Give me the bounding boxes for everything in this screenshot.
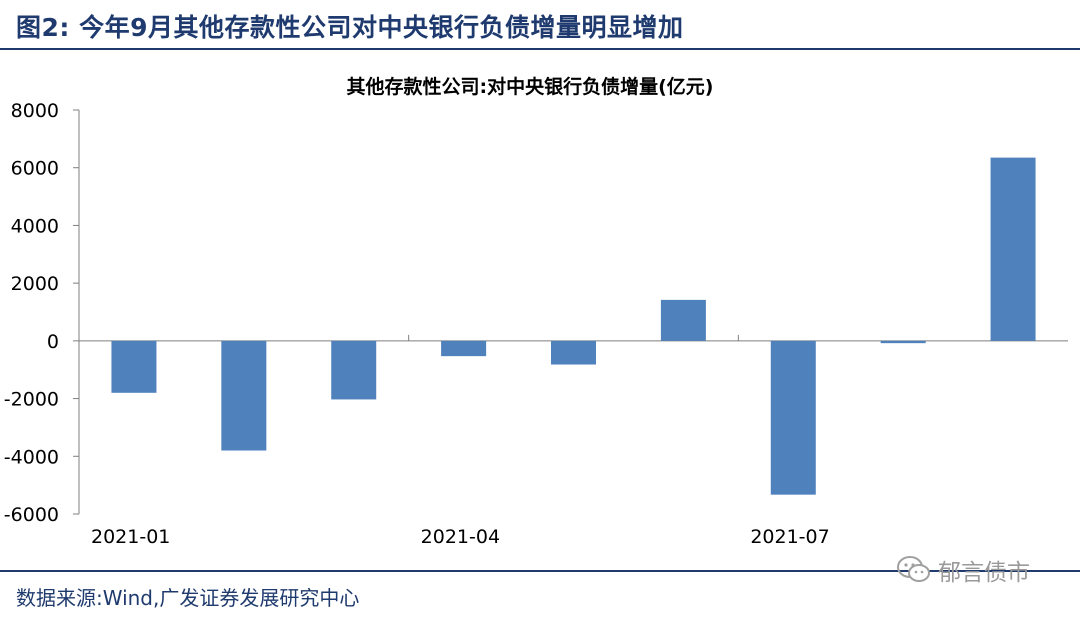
- watermark-text: 郁言债市: [938, 560, 1030, 586]
- y-tick-label: 4000: [11, 215, 59, 237]
- y-tick-label: 2000: [11, 273, 59, 295]
- bar-2021-05: [551, 340, 596, 365]
- figure-header: 图2: 今年9月其他存款性公司对中央银行负债增量明显增加: [0, 0, 1080, 50]
- y-tick-label: -6000: [4, 504, 59, 526]
- figure-title-text: 今年9月其他存款性公司对中央银行负债增量明显增加: [79, 13, 684, 42]
- header-rule: [0, 48, 1080, 50]
- bar-2021-02: [221, 340, 267, 451]
- x-tick-label: 2021-04: [421, 526, 500, 548]
- bar-2021-03: [331, 340, 377, 400]
- bar-2021-01: [111, 340, 157, 393]
- chart-body: -6000 -4000 -2000 0 2000 4000 6000 8000 2021-01 2…: [4, 100, 1068, 548]
- bar-chart: 其他存款性公司:对中央银行负债增量(亿元) -6000 -4000 -2000 0 20…: [4, 75, 1068, 548]
- bar-2021-06: [660, 299, 706, 341]
- y-tick-label: 6000: [11, 158, 59, 180]
- bar-2021-09: [990, 157, 1036, 341]
- bar-2021-07: [770, 340, 816, 495]
- source-note: 数据来源:Wind,广发证券发展研究中心: [16, 586, 360, 610]
- figure-label: 图2:: [16, 13, 70, 42]
- y-tick-label: -4000: [4, 446, 59, 468]
- bar-2021-04: [441, 340, 487, 357]
- y-tick-label: 0: [47, 331, 59, 353]
- footer-rule: [0, 570, 1080, 572]
- watermark: 郁言债市: [896, 552, 1030, 588]
- bar-2021-08: [880, 340, 926, 344]
- figure-title: 图2: 今年9月其他存款性公司对中央银行负债增量明显增加: [16, 8, 684, 44]
- x-tick-label: 2021-01: [91, 526, 170, 548]
- y-tick-label: 8000: [11, 100, 59, 122]
- x-tick-label: 2021-07: [750, 526, 829, 548]
- wechat-icon: [897, 556, 930, 582]
- chart-title: 其他存款性公司:对中央银行负债增量(亿元): [347, 75, 714, 98]
- y-tick-label: -2000: [4, 389, 59, 411]
